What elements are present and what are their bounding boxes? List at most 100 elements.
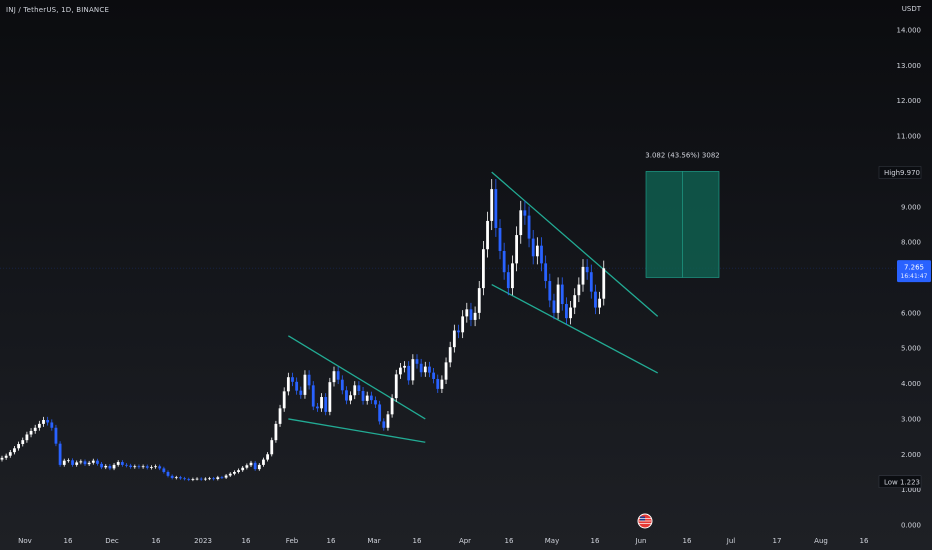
- candle-body: [452, 330, 456, 348]
- candle-body: [498, 228, 502, 251]
- candle: [399, 362, 402, 379]
- y-tick-label: 8.000: [901, 239, 921, 247]
- candle: [573, 288, 577, 315]
- candle-body: [527, 215, 531, 239]
- candle-body: [154, 466, 157, 468]
- candle-body: [448, 347, 452, 363]
- candle-body: [378, 404, 382, 422]
- candle-body: [477, 288, 481, 313]
- x-tick-label: May: [545, 537, 559, 545]
- candle: [75, 460, 79, 467]
- candle: [569, 301, 572, 325]
- candle-body: [369, 395, 373, 401]
- candle-body: [357, 385, 361, 391]
- symbol-title: INJ / TetherUS, 1D, BINANCE: [6, 6, 110, 14]
- candle: [540, 237, 543, 272]
- candle: [291, 372, 294, 387]
- candle: [278, 404, 282, 427]
- candle: [141, 464, 145, 469]
- falling-wedge-1-upper-line[interactable]: [288, 335, 426, 420]
- candle: [166, 470, 170, 478]
- candle-body: [390, 398, 394, 415]
- candle-body: [166, 471, 170, 476]
- candle-body: [556, 284, 560, 313]
- candle: [220, 475, 224, 480]
- candle: [191, 477, 195, 482]
- candle-body: [29, 430, 33, 435]
- candle-body: [203, 478, 207, 480]
- axes: 0.0001.0002.0003.0004.0005.0006.0007.000…: [18, 5, 931, 545]
- event-flag-icon[interactable]: [637, 513, 653, 529]
- candle: [183, 476, 186, 481]
- candle: [228, 472, 232, 477]
- candle-body: [253, 462, 257, 470]
- candle-body: [228, 473, 232, 476]
- candle: [560, 277, 564, 311]
- candle-body: [120, 462, 124, 465]
- candle: [282, 387, 286, 412]
- y-tick-label: 0.000: [901, 522, 921, 530]
- candle-body: [544, 263, 548, 282]
- candle-body: [141, 466, 145, 468]
- candle: [361, 386, 365, 405]
- candle: [585, 259, 589, 280]
- candle-body: [216, 477, 220, 480]
- candle: [378, 400, 382, 425]
- candle: [440, 375, 444, 393]
- candle-body: [353, 385, 357, 396]
- candle-body: [465, 309, 469, 317]
- candle-body: [394, 374, 398, 399]
- candle: [4, 453, 8, 460]
- candle: [13, 445, 16, 455]
- candle-body: [598, 298, 601, 308]
- x-tick-label: Jun: [635, 537, 647, 545]
- candle-body: [482, 249, 485, 289]
- currency-label: USDT: [902, 5, 922, 13]
- candle: [203, 477, 207, 481]
- candle: [307, 370, 311, 390]
- candle-body: [62, 460, 66, 465]
- candle: [482, 240, 485, 296]
- x-tick-label: 16: [327, 537, 336, 545]
- candle: [332, 366, 336, 387]
- candle: [208, 476, 211, 481]
- candle-body: [96, 460, 99, 464]
- candle: [233, 470, 236, 476]
- candle-body: [108, 465, 112, 469]
- candle: [42, 416, 45, 427]
- x-tick-label: Nov: [18, 537, 32, 545]
- candle: [295, 377, 299, 395]
- candles: [0, 179, 606, 482]
- candle: [286, 372, 290, 396]
- candle-body: [299, 390, 303, 395]
- candle-body: [241, 467, 245, 471]
- candle-body: [332, 371, 336, 383]
- low-tag: Low 1.223: [878, 475, 922, 489]
- candle: [83, 459, 87, 467]
- x-tick-label: Apr: [459, 537, 471, 545]
- candle-body: [560, 284, 564, 305]
- candle-body: [589, 272, 593, 292]
- candle: [407, 361, 411, 385]
- high-tag-value: 9.970: [900, 169, 920, 177]
- candle-body: [469, 309, 473, 320]
- candle: [67, 458, 70, 463]
- candle-body: [220, 477, 224, 479]
- candle-body: [540, 245, 543, 264]
- falling-wedge-1-lower-line[interactable]: [288, 418, 426, 443]
- falling-wedge-2-upper-line[interactable]: [491, 171, 659, 317]
- x-tick-label: Mar: [367, 537, 380, 545]
- candle: [0, 455, 4, 462]
- candle-body: [511, 263, 514, 289]
- candle-body: [13, 448, 16, 453]
- last-price-bg: [897, 260, 931, 283]
- candle: [511, 255, 514, 296]
- candle: [237, 468, 240, 474]
- falling-wedge-2-lower-line[interactable]: [491, 283, 659, 374]
- candle: [212, 476, 216, 481]
- candle-body: [50, 422, 54, 428]
- y-tick-label: 11.000: [897, 133, 922, 141]
